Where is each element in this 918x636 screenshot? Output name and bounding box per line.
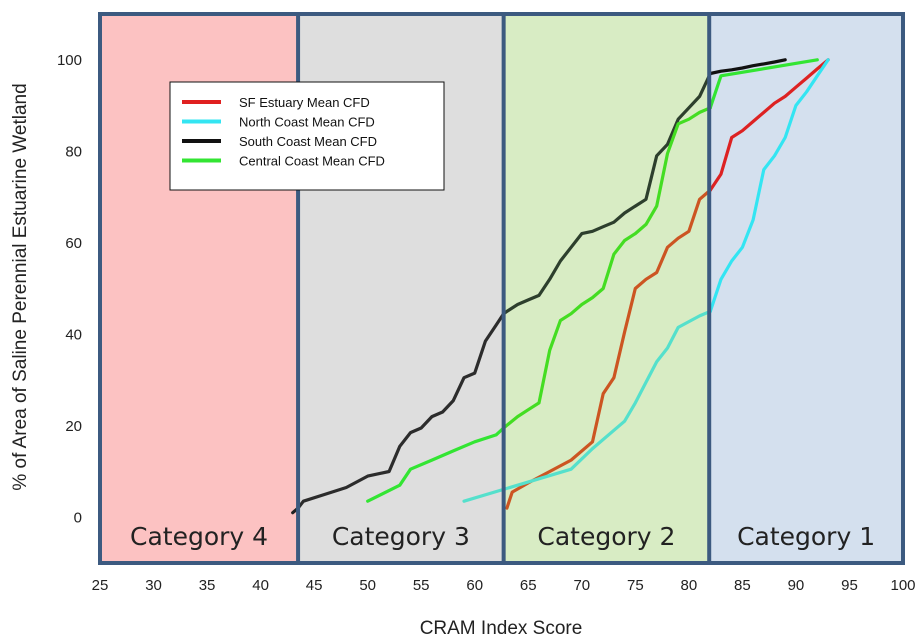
x-tick-label: 60 [466, 577, 483, 594]
series-line-3 [502, 71, 712, 316]
x-axis-ticks: 25 30 35 40 45 50 55 60 65 70 75 80 85 90 95 100 [92, 577, 916, 594]
series-line-3 [296, 312, 506, 510]
series-lines [291, 58, 830, 515]
y-tick-label: 40 [65, 326, 82, 343]
category-label: Category 2 [537, 522, 675, 551]
x-tick-label: 30 [145, 577, 162, 594]
y-tick-label: 0 [74, 509, 82, 526]
legend: SF Estuary Mean CFD North Coast Mean CFD S… [169, 81, 445, 191]
x-axis-title: CRAM Index Score [420, 618, 583, 636]
series-line-4 [708, 58, 819, 110]
x-tick-label: 80 [681, 577, 698, 594]
x-tick-label: 50 [359, 577, 376, 594]
plot-border [98, 12, 905, 565]
legend-label: North Coast Mean CFD [239, 115, 375, 130]
x-tick-label: 45 [306, 577, 323, 594]
legend-label: South Coast Mean CFD [239, 134, 377, 149]
x-tick-label: 85 [734, 577, 751, 594]
series-line-1 [708, 58, 830, 192]
legend-label: SF Estuary Mean CFD [239, 95, 370, 110]
x-tick-label: 95 [841, 577, 858, 594]
x-tick-label: 55 [413, 577, 430, 594]
legend-label: Central Coast Mean CFD [239, 154, 385, 169]
x-tick-label: 65 [520, 577, 537, 594]
x-tick-label: 40 [252, 577, 269, 594]
y-tick-label: 80 [65, 143, 82, 160]
y-tick-label: 100 [57, 52, 82, 69]
y-tick-label: 60 [65, 235, 82, 252]
category-label: Category 3 [332, 522, 470, 551]
category-region [709, 14, 903, 563]
y-axis-title: % of Area of Saline Perennial Estuarine … [10, 83, 31, 490]
series-line-1 [505, 188, 712, 510]
category-label: Category 4 [130, 522, 268, 551]
series-line-3 [708, 58, 787, 76]
series-line-4 [502, 106, 712, 430]
category-labels: Category 4 Category 3 Category 2 Category 1 [130, 522, 875, 551]
x-tick-label: 35 [199, 577, 216, 594]
y-tick-label: 20 [65, 418, 82, 435]
series-line-2 [708, 58, 830, 313]
series-line-4 [366, 426, 506, 503]
category-label: Category 1 [737, 522, 875, 551]
category-region [503, 14, 710, 563]
x-tick-label: 100 [890, 577, 915, 594]
x-tick-label: 25 [92, 577, 109, 594]
x-tick-label: 70 [573, 577, 590, 594]
y-axis-ticks: 0 20 40 60 80 100 [57, 52, 82, 527]
x-tick-label: 75 [627, 577, 644, 594]
x-tick-label: 90 [788, 577, 805, 594]
series-line-2 [462, 309, 712, 503]
